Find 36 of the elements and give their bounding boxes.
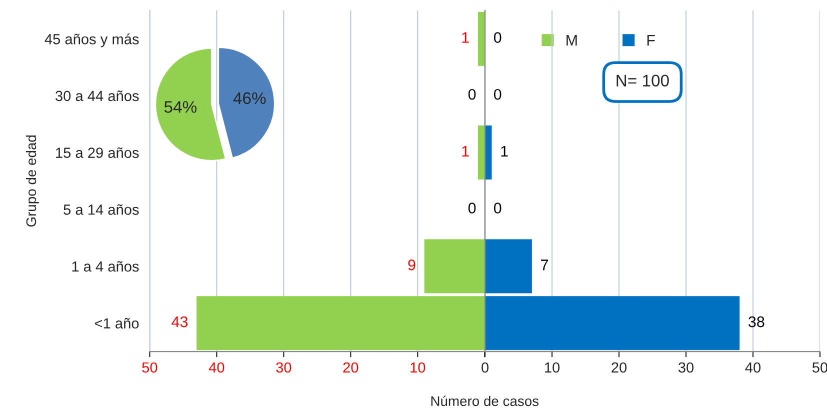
x-tick-label: 30 (678, 362, 694, 373)
annotation: N= 100 (616, 74, 669, 87)
x-tick-label: 40 (208, 362, 224, 373)
x-tick-label: 50 (142, 362, 158, 373)
data-label: 0 (468, 88, 476, 100)
legend-label: M (566, 34, 577, 46)
data-label: 1 (462, 146, 469, 156)
data-label: 46% (233, 92, 266, 104)
x-tick-label: 20 (612, 362, 627, 373)
x-tick-label: 10 (410, 362, 426, 373)
data-label: 38 (748, 316, 764, 328)
y-tick-label: <1 año (94, 318, 139, 329)
x-tick-label: 0 (482, 362, 489, 373)
y-tick-label: 45 años y más (44, 33, 139, 48)
y-tick-label: 15 a 29 años (56, 147, 139, 158)
data-label: 54% (164, 101, 197, 113)
data-label: 1 (501, 146, 508, 156)
y-tick-label: 30 a 44 años (56, 90, 139, 102)
y-axis-title: Grupo de edad (26, 136, 39, 227)
x-axis-title: Número de casos (431, 396, 539, 406)
x-tick-label: 30 (276, 362, 292, 373)
y-tick-label: 5 a 14 años (64, 204, 139, 215)
x-tick-label: 10 (545, 362, 560, 373)
data-label: 0 (494, 202, 502, 214)
data-label: 0 (494, 32, 502, 43)
data-label: 9 (408, 260, 416, 270)
y-tick-label: 1 a 4 años (72, 261, 139, 272)
data-label: 0 (494, 88, 502, 100)
legend-label: F (647, 34, 655, 46)
x-tick-label: 40 (745, 362, 761, 373)
data-label: 43 (172, 316, 188, 328)
data-label: 1 (462, 32, 469, 43)
x-tick-label: 20 (343, 362, 358, 373)
data-label: 0 (468, 202, 476, 214)
bar (478, 12, 485, 66)
data-label: 7 (541, 260, 548, 270)
